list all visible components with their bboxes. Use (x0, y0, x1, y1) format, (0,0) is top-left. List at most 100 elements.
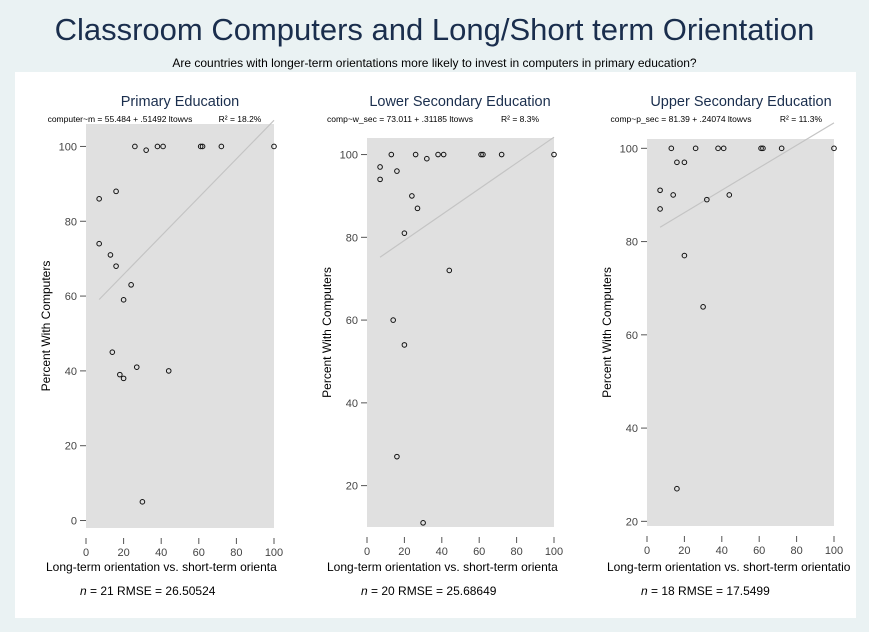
data-point (377, 176, 383, 183)
data-point (197, 143, 204, 150)
data-point (388, 151, 395, 158)
plot-area (86, 124, 274, 528)
x-tick-label: 80 (510, 546, 522, 558)
data-point (107, 252, 114, 258)
y-tick-label: 20 (626, 516, 638, 528)
data-point (715, 145, 721, 152)
y-tick-label: 80 (65, 216, 77, 228)
data-point (700, 304, 706, 310)
n-symbol: n (361, 584, 368, 598)
data-point (681, 159, 688, 166)
fit-stats: n = 18 RMSE = 17.5499 (641, 584, 770, 598)
r-squared-label: R² = 11.3% (780, 114, 823, 124)
data-point (133, 364, 140, 370)
r-squared-label: R² = 18.2% (219, 114, 262, 124)
y-tick-label: 80 (346, 232, 358, 244)
x-tick-label: 0 (83, 547, 89, 559)
y-tick-label: 100 (620, 143, 638, 155)
data-point (420, 520, 426, 526)
x-tick-label: 40 (716, 545, 728, 557)
fit-stats: n = 20 RMSE = 25.68649 (361, 584, 497, 598)
x-tick-label: 80 (230, 547, 242, 559)
data-point (758, 145, 764, 152)
panel-title: Upper Secondary Education (650, 94, 831, 110)
data-point (117, 371, 123, 378)
x-tick-label: 60 (473, 546, 485, 558)
fit-equation: comp~w_sec = 73.011 + .31185 ltowvs (327, 114, 473, 124)
y-tick-label: 0 (71, 516, 77, 528)
data-point (440, 151, 447, 158)
data-point (139, 499, 146, 505)
x-tick-label: 100 (265, 547, 283, 559)
y-tick-label: 60 (626, 330, 638, 342)
data-point (394, 168, 400, 174)
data-point (218, 143, 225, 150)
x-tick-label: 40 (155, 547, 167, 559)
data-point (132, 143, 138, 150)
x-tick-label: 100 (545, 546, 563, 558)
x-tick-label: 60 (753, 545, 765, 557)
x-axis-title: Long-term orientation vs. short-term ori… (607, 560, 851, 574)
data-point (674, 485, 680, 492)
panel-1: Primary Education computer~m = 55.484 + .… (39, 94, 283, 598)
data-point (160, 143, 166, 150)
data-point (704, 196, 710, 203)
figure-subtitle: Are countries with longer-term orientati… (172, 56, 697, 70)
data-point (760, 145, 766, 152)
data-point (424, 155, 430, 162)
y-tick-label: 40 (65, 366, 77, 378)
x-tick-label: 40 (436, 546, 448, 558)
x-tick-label: 0 (644, 545, 650, 557)
data-point (109, 349, 116, 355)
n-value: = 21 RMSE = 26.50524 (87, 584, 216, 598)
fit-line (98, 119, 275, 300)
figure-title: Classroom Computers and Long/Short term … (54, 12, 815, 47)
y-tick-label: 40 (346, 398, 358, 410)
data-point (165, 368, 172, 374)
y-tick-label: 100 (59, 141, 77, 153)
data-point (831, 145, 837, 152)
data-point (414, 205, 421, 212)
fit-line (659, 122, 835, 228)
n-value: = 18 RMSE = 17.5499 (648, 584, 770, 598)
data-point (96, 240, 102, 247)
x-tick-label: 20 (117, 547, 129, 559)
data-point (128, 282, 134, 288)
data-point (394, 453, 400, 460)
panel-2: Lower Secondary Education comp~w_sec = 73… (320, 94, 563, 598)
data-point (120, 375, 127, 382)
plot-area (367, 138, 554, 527)
data-point (692, 145, 699, 152)
x-tick-label: 100 (825, 545, 843, 557)
x-tick-label: 20 (678, 545, 690, 557)
y-axis-title: Percent With Computers (600, 267, 614, 398)
r-squared-label: R² = 8.3% (501, 114, 539, 124)
fit-equation: comp~p_sec = 81.39 + .24074 ltowvs (610, 114, 751, 124)
data-point (478, 151, 484, 158)
x-tick-label: 0 (364, 546, 370, 558)
data-point (674, 159, 680, 166)
data-point (143, 147, 149, 153)
y-axis-title: Percent With Computers (320, 267, 334, 398)
data-point (670, 192, 676, 198)
data-point (113, 263, 119, 269)
fit-equation: computer~m = 55.484 + .51492 ltowvs (48, 114, 193, 124)
data-point (113, 188, 119, 195)
n-value: = 20 RMSE = 25.68649 (368, 584, 497, 598)
data-point (96, 196, 102, 202)
x-tick-label: 20 (398, 546, 410, 558)
data-point (498, 151, 505, 158)
n-symbol: n (641, 584, 648, 598)
data-point (551, 151, 557, 158)
fit-stats: n = 21 RMSE = 26.50524 (80, 584, 216, 598)
data-point (390, 317, 396, 323)
y-tick-label: 60 (346, 315, 358, 327)
data-point (401, 230, 408, 236)
y-tick-label: 80 (626, 237, 638, 249)
x-tick-label: 80 (790, 545, 802, 557)
data-point (657, 206, 663, 212)
data-point (657, 187, 663, 194)
y-tick-label: 40 (626, 423, 638, 435)
